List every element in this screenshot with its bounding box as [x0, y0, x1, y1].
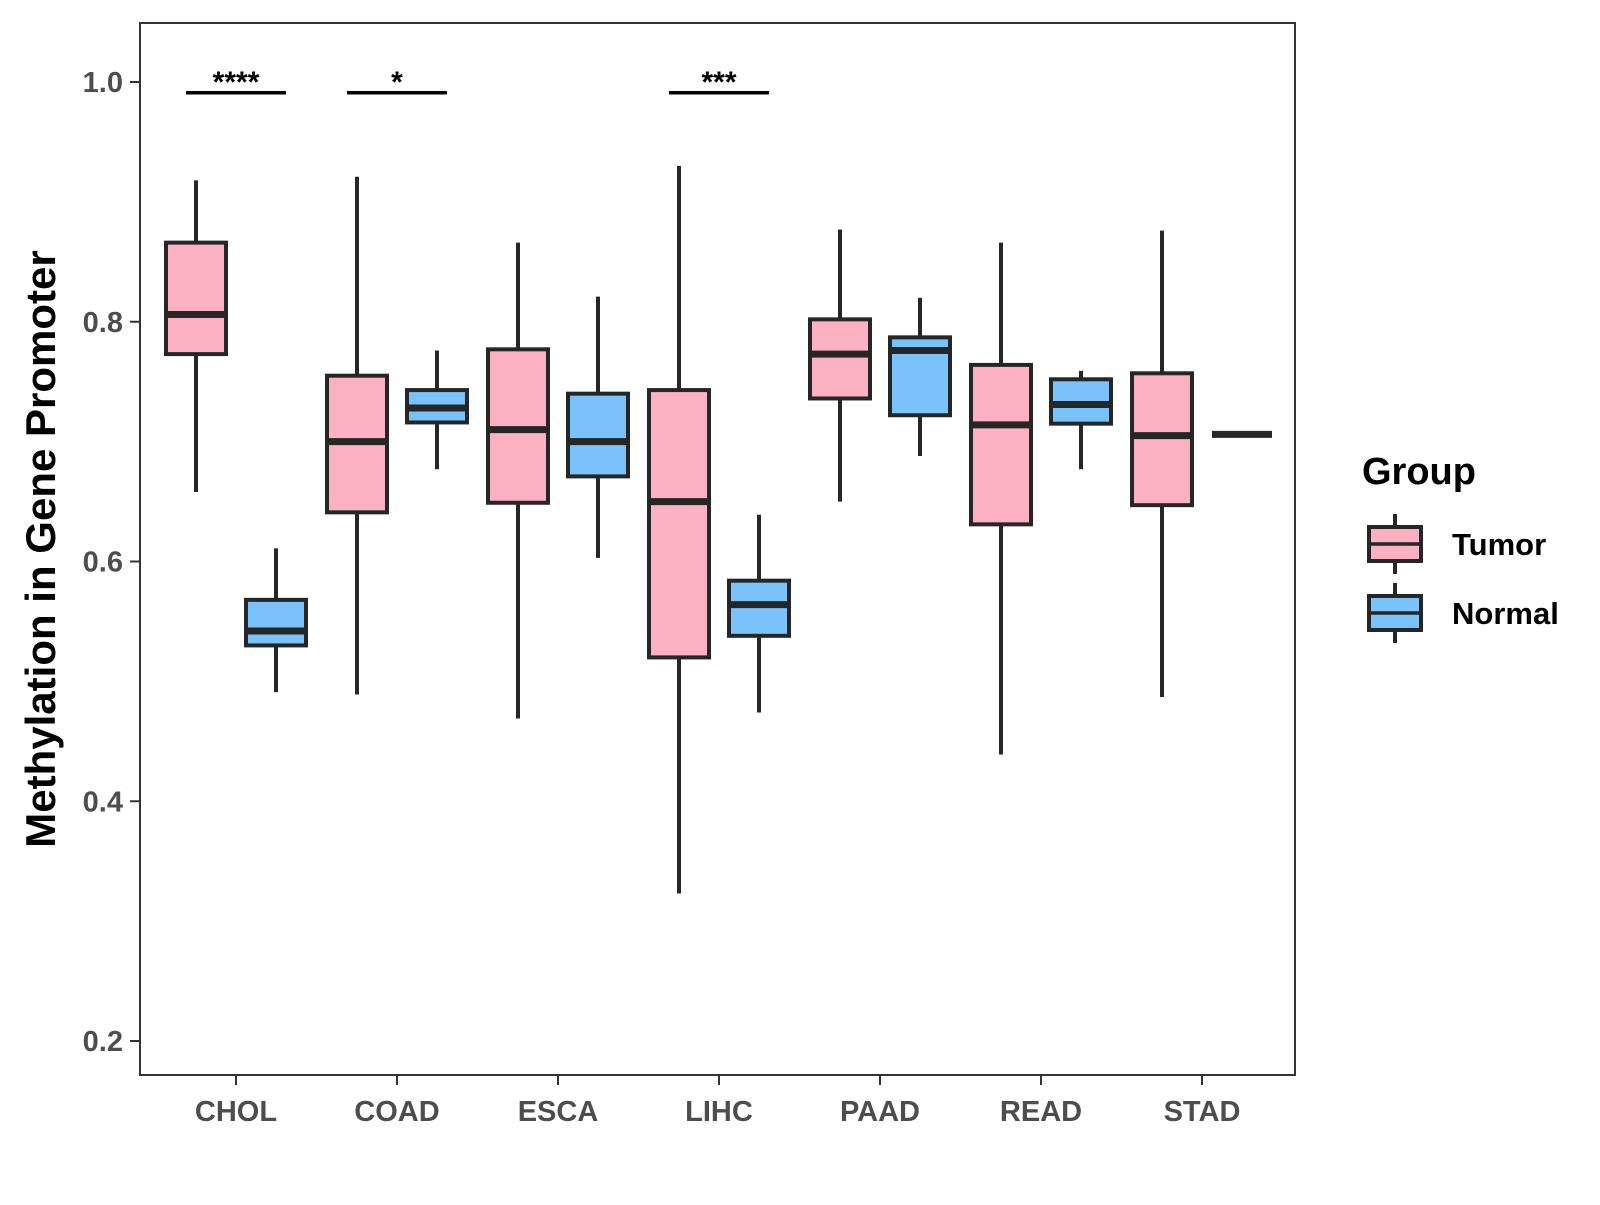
box-normal-paad	[888, 297, 952, 457]
y-tick-label: 0.4	[83, 786, 123, 818]
significance-coad: *	[347, 66, 447, 99]
legend: Group Tumor Normal	[1362, 451, 1559, 643]
significance-label: ***	[701, 66, 736, 99]
box-tumor-chol	[164, 180, 228, 492]
box-normal-lihc	[727, 514, 791, 713]
x-axis: CHOL COAD ESCA LIHC PAAD READ STAD	[195, 1075, 1240, 1128]
iqr-box	[566, 391, 630, 479]
legend-item-tumor: Tumor	[1367, 514, 1546, 574]
iqr-box	[486, 347, 550, 505]
y-tick-label: 0.8	[83, 307, 123, 339]
x-tick-label: STAD	[1164, 1096, 1241, 1128]
x-tick-label: LIHC	[685, 1096, 753, 1128]
box-layer	[164, 165, 1272, 894]
iqr-box	[244, 597, 308, 648]
x-tick-label: ESCA	[518, 1096, 599, 1128]
iqr-box	[808, 317, 872, 401]
iqr-box	[647, 388, 711, 660]
significance-label: *	[391, 66, 403, 99]
significance-annotations: **** * ***	[186, 66, 769, 99]
legend-title: Group	[1362, 451, 1476, 493]
box-tumor-lihc	[647, 165, 711, 894]
y-tick-label: 0.2	[83, 1026, 123, 1058]
significance-label: ****	[213, 66, 260, 99]
box-normal-esca	[566, 296, 630, 558]
y-tick-label: 1.0	[83, 67, 123, 99]
y-tick-label: 0.6	[83, 547, 123, 579]
box-normal-read	[1049, 370, 1113, 470]
x-tick-label: CHOL	[195, 1096, 277, 1128]
x-tick-label: COAD	[354, 1096, 439, 1128]
box-tumor-paad	[808, 229, 872, 502]
box-normal-coad	[405, 350, 469, 470]
x-tick-label: READ	[1000, 1096, 1082, 1128]
iqr-box	[969, 362, 1033, 527]
legend-label: Normal	[1452, 596, 1559, 631]
legend-item-normal: Normal	[1367, 583, 1559, 643]
significance-lihc: ***	[669, 66, 769, 99]
iqr-box	[1130, 371, 1194, 508]
box-tumor-read	[969, 242, 1033, 755]
plot-panel-border	[139, 22, 1296, 1076]
iqr-box	[727, 578, 791, 638]
box-tumor-esca	[486, 242, 550, 719]
box-tumor-stad	[1130, 230, 1194, 697]
y-axis: 0.2 0.4 0.6 0.8 1.0	[83, 67, 140, 1058]
box-normal-chol	[244, 548, 308, 693]
box-tumor-coad	[325, 176, 389, 695]
x-tick-label: PAAD	[840, 1096, 920, 1128]
significance-chol: ****	[186, 66, 286, 99]
legend-label: Tumor	[1452, 527, 1546, 562]
iqr-box	[164, 240, 228, 357]
y-axis-title: Methylation in Gene Promoter	[17, 250, 64, 847]
